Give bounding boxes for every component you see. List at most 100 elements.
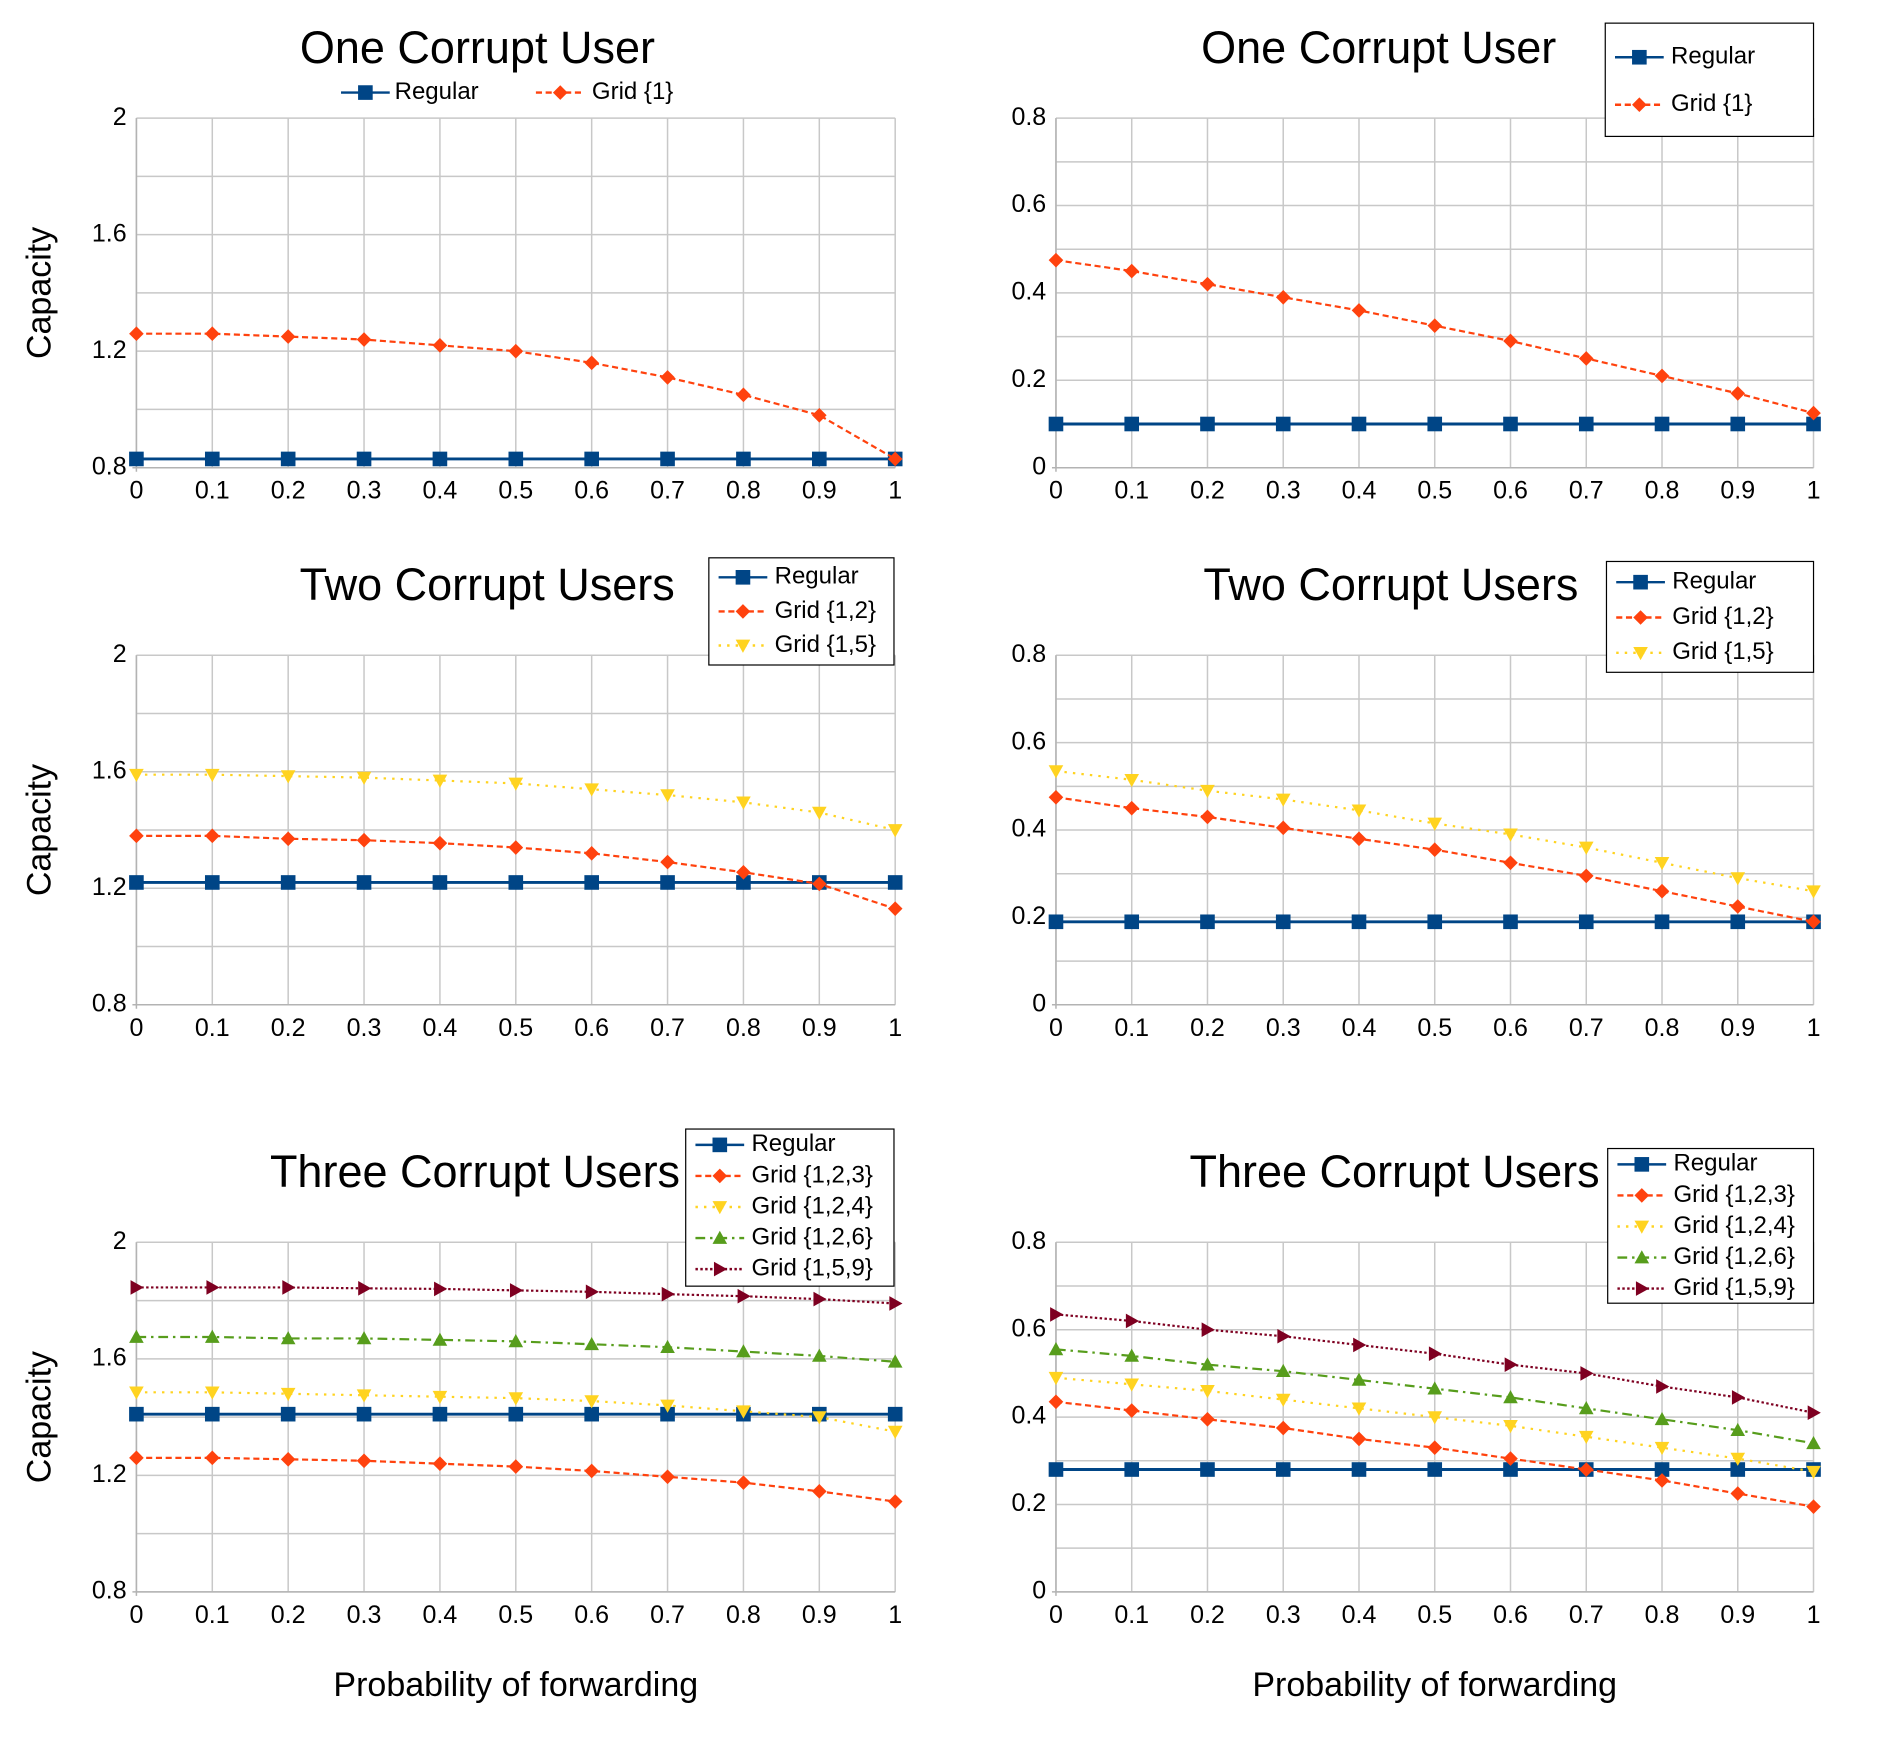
data-point (1428, 1346, 1443, 1362)
data-point (356, 1331, 372, 1345)
chart-title: Two Corrupt Users (1203, 559, 1578, 610)
data-point (1654, 368, 1670, 384)
x-tick-label: 0.1 (195, 1601, 230, 1629)
data-point (508, 451, 524, 467)
data-point (432, 451, 448, 467)
data-point (1806, 914, 1821, 930)
data-point (1578, 914, 1594, 930)
data-point (1580, 1366, 1594, 1381)
legend-label: Grid {1,5} (1672, 638, 1773, 665)
data-point (508, 1392, 524, 1406)
legend: Regular Grid {1,2,3} Grid {1,2,4} Grid {1,2… (685, 1128, 895, 1287)
x-tick-label: 0.5 (1417, 477, 1452, 505)
data-point (1050, 1307, 1064, 1322)
data-point (280, 875, 296, 890)
x-tick-label: 0.7 (650, 1014, 685, 1042)
y-tick-label: 0.8 (1011, 1227, 1046, 1255)
y-axis-label: Capacity (20, 227, 58, 359)
x-tick-label: 0 (129, 477, 143, 505)
x-tick-label: 0.9 (1720, 1601, 1755, 1629)
data-point (1351, 1462, 1367, 1477)
data-point (1654, 1462, 1670, 1477)
data-point (1503, 914, 1518, 930)
x-tick-label: 0.4 (1342, 477, 1377, 505)
data-point (1730, 1486, 1746, 1501)
legend-marker (1634, 1188, 1650, 1203)
x-tick-label: 0.1 (195, 1014, 230, 1042)
series-line (136, 834, 896, 910)
data-point (1200, 1385, 1215, 1399)
x-tick-label: 0.4 (423, 1601, 458, 1629)
x-tick-label: 0.3 (1266, 1601, 1301, 1629)
data-point (280, 329, 296, 344)
legend-marker (1634, 1157, 1650, 1172)
data-point (508, 875, 524, 890)
data-point (1654, 856, 1670, 871)
x-tick-label: 0.2 (1190, 477, 1225, 505)
legend-label: Regular (1671, 43, 1755, 70)
data-point (1124, 773, 1140, 788)
data-point (432, 875, 448, 890)
data-point (1656, 1379, 1670, 1394)
data-point (280, 1452, 296, 1467)
legend-label: Grid {1} (592, 78, 673, 105)
data-point (129, 1386, 144, 1400)
data-point (356, 1406, 372, 1422)
x-tick-label: 1 (1807, 1601, 1821, 1629)
legend-marker (735, 604, 751, 619)
x-tick-label: 0.6 (574, 1014, 609, 1042)
data-point (129, 768, 144, 782)
data-point (813, 1291, 827, 1307)
x-tick-label: 0.1 (1114, 1601, 1149, 1629)
y-tick-label: 0 (1032, 452, 1046, 480)
data-point (887, 1494, 903, 1509)
data-point (887, 1354, 903, 1368)
y-tick-label: 1.6 (92, 1343, 127, 1371)
chart-title: One Corrupt User (1201, 22, 1556, 73)
chart-title: One Corrupt User (300, 22, 655, 73)
data-point (584, 875, 599, 890)
data-point (887, 1406, 903, 1422)
data-point (584, 783, 599, 797)
data-point (204, 1329, 220, 1343)
legend-marker (712, 1137, 728, 1153)
data-point (432, 1406, 448, 1422)
data-point (1353, 1337, 1367, 1353)
data-point (434, 1281, 448, 1297)
data-point (1351, 303, 1367, 318)
legend-label: Regular (751, 1130, 835, 1157)
data-point (129, 451, 144, 467)
x-tick-label: 0 (1049, 1014, 1063, 1042)
x-tick-label: 0.6 (1493, 477, 1528, 505)
data-point (129, 875, 144, 890)
data-point (1503, 333, 1518, 349)
series-grid-1-2 (129, 828, 903, 916)
data-point (1427, 842, 1443, 858)
series-grid-1-5-9 (1050, 1307, 1821, 1421)
data-point (432, 1456, 448, 1471)
y-axis-label: Capacity (20, 764, 58, 896)
legend-marker (735, 639, 751, 653)
series-grid-1 (1048, 252, 1821, 421)
data-point (1275, 1462, 1291, 1477)
series-grid-1-5 (1048, 765, 1821, 899)
legend-marker (358, 85, 373, 100)
x-tick-label: 0.4 (1342, 1014, 1377, 1042)
x-tick-label: 1 (888, 1601, 902, 1629)
data-point (1730, 899, 1746, 914)
legend-label: Grid {1,2,4} (751, 1192, 872, 1219)
chart-title: Two Corrupt Users (300, 559, 675, 610)
data-point (736, 1405, 751, 1419)
data-point (584, 846, 599, 861)
legend: Regular Grid {1,2,3} Grid {1,2,4} Grid {1,2… (1607, 1147, 1815, 1304)
data-point (509, 1283, 524, 1298)
x-tick-label: 0.8 (726, 1014, 761, 1042)
data-point (280, 1387, 296, 1402)
x-tick-label: 0.8 (1645, 1014, 1680, 1042)
data-point (660, 1339, 675, 1354)
data-point (129, 1329, 144, 1343)
data-point (204, 1386, 220, 1400)
chart-panel-2: One Corrupt User 0 0.2 0.4 0.6 0.8 0 0.1 0.2 0.3 0… (1011, 22, 1821, 505)
y-tick-label: 1.2 (92, 1460, 127, 1488)
x-tick-label: 0.9 (802, 1014, 837, 1042)
